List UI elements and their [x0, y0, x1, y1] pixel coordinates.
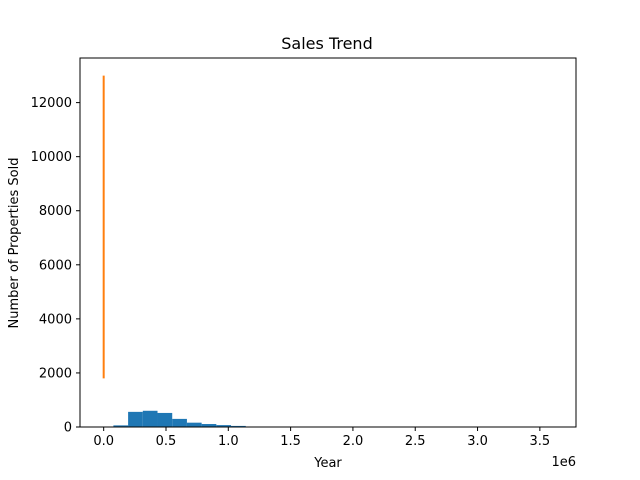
y-tick-label: 4000 — [39, 312, 72, 327]
x-tick-label: 3.0 — [467, 434, 488, 449]
x-tick-label: 0.0 — [93, 434, 114, 449]
histogram-bar — [231, 425, 246, 427]
histogram-bar — [186, 422, 202, 427]
histogram-bar — [201, 424, 217, 427]
axes-frame — [79, 57, 577, 428]
x-axis-ticks: 0.0 0.5 1.0 1.5 2.0 2.5 3.0 3.5 — [93, 427, 550, 449]
x-axis-label: Year — [313, 456, 342, 471]
y-tick-label: 0 — [64, 421, 72, 436]
x-tick-label: 3.5 — [530, 434, 551, 449]
histogram-bar — [172, 418, 187, 427]
y-axis-ticks: 0 2000 4000 6000 8000 10000 12000 — [31, 96, 80, 436]
x-tick-label: 2.5 — [405, 434, 426, 449]
histogram-bar — [216, 425, 232, 427]
y-tick-label: 12000 — [31, 96, 72, 111]
histogram-bar — [157, 412, 173, 427]
y-axis-label: Number of Properties Sold — [7, 158, 22, 329]
histogram-bar — [128, 411, 143, 427]
x-tick-label: 2.0 — [343, 434, 364, 449]
x-tick-label: 1.0 — [218, 434, 239, 449]
plot-area — [79, 57, 577, 428]
histogram-bar — [142, 410, 158, 427]
chart-title: Sales Trend — [281, 34, 372, 53]
histogram-bar — [113, 425, 129, 427]
y-tick-label: 2000 — [39, 366, 72, 381]
y-tick-label: 10000 — [31, 150, 72, 165]
x-tick-label: 0.5 — [156, 434, 177, 449]
y-tick-label: 6000 — [39, 258, 72, 273]
x-axis-offset-text: 1e6 — [551, 455, 576, 470]
x-tick-label: 1.5 — [280, 434, 301, 449]
y-tick-label: 8000 — [39, 204, 72, 219]
